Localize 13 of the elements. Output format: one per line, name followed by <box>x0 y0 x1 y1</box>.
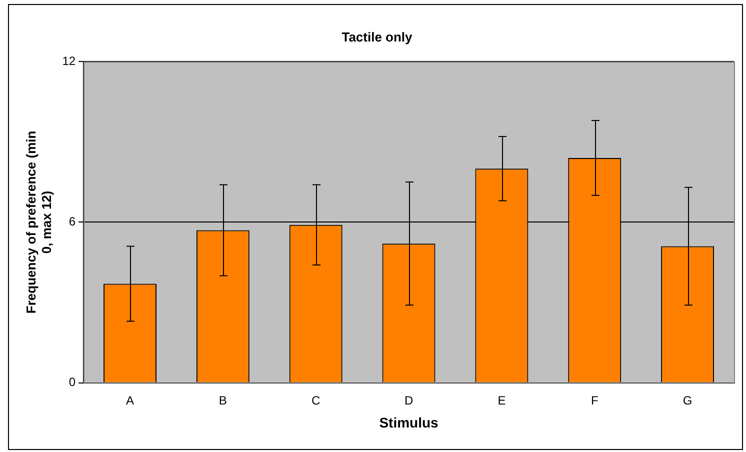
y-axis-title: Frequency of preference (min 0, max 12) <box>23 130 54 314</box>
x-axis-title: Stimulus <box>379 414 439 430</box>
x-tick-label: E <box>498 393 506 408</box>
x-tick-label: A <box>126 393 134 408</box>
y-tick-label: 12 <box>62 54 76 68</box>
x-tick-label: B <box>218 393 227 408</box>
y-tick-label: 6 <box>68 214 76 229</box>
x-tick-label: F <box>590 393 598 408</box>
y-tick-label: 0 <box>68 375 76 390</box>
x-tick-label: G <box>682 393 692 408</box>
x-tick-label: D <box>404 393 414 408</box>
chart-title: Tactile only <box>342 29 414 44</box>
x-tick-label: C <box>312 393 321 408</box>
